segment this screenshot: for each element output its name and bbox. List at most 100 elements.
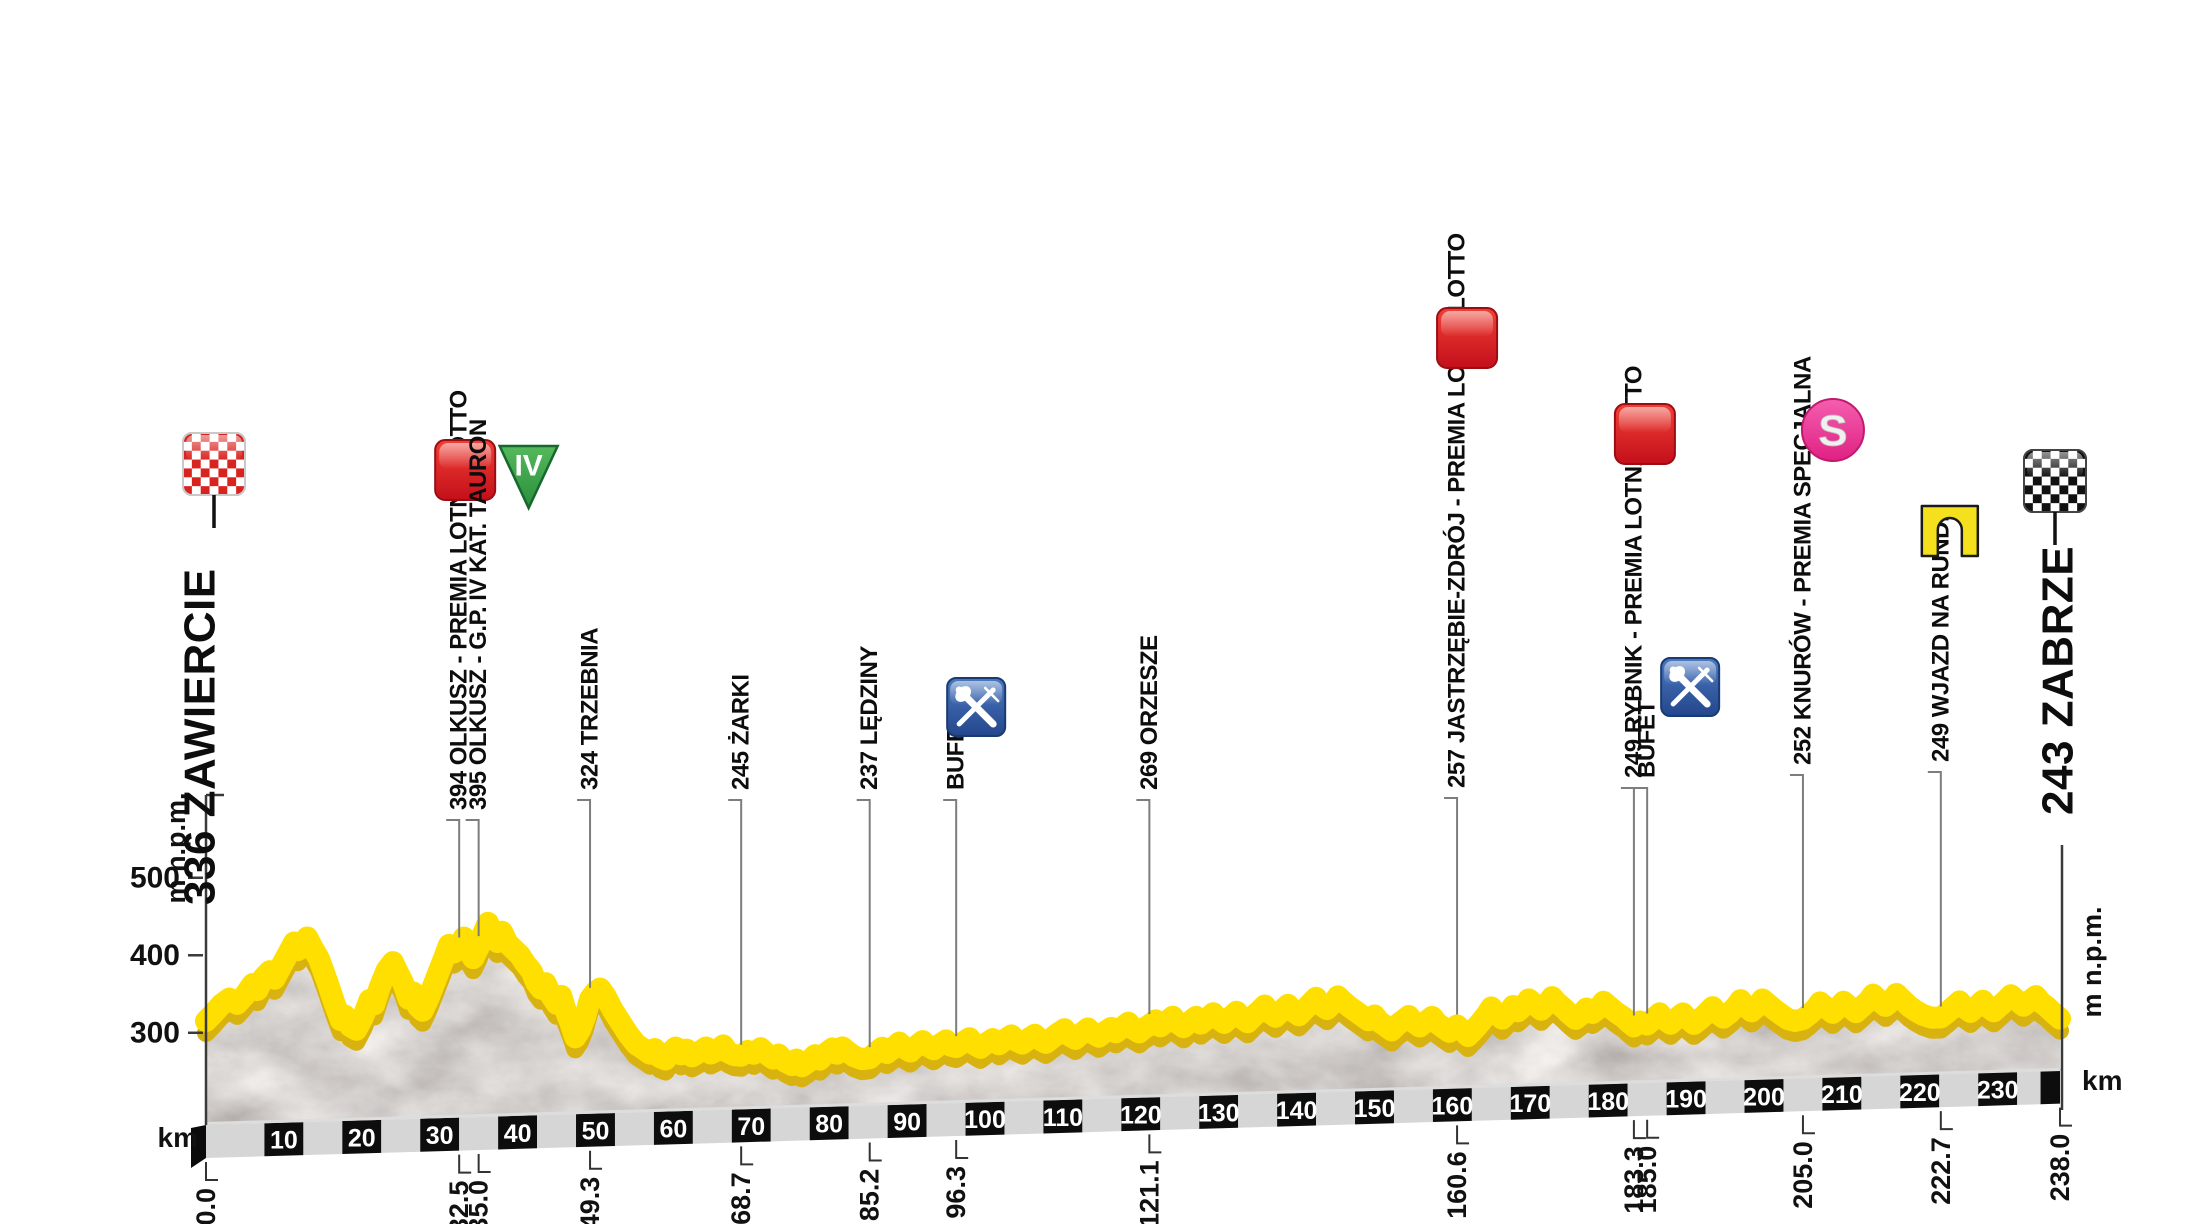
waypoint-label: 269 ORZESZE	[1136, 635, 1163, 790]
bottom-distance-marker: 32.5	[444, 1154, 474, 1224]
y-axis-unit-right: m n.p.m.	[2077, 906, 2107, 1017]
ruler-segment	[887, 1103, 927, 1139]
waypoint-label: BUFET	[1634, 700, 1661, 778]
waypoint-tick-line	[1444, 797, 1459, 1015]
bottom-distance-marker: 160.6	[1442, 1125, 1472, 1219]
ruler-segment	[1549, 1084, 1589, 1119]
ruler-segment	[848, 1105, 888, 1140]
bottom-distance-label: 238.0	[2045, 1134, 2075, 1202]
ruler-top-edge	[204, 1068, 2062, 1125]
bottom-distance-label: 85.2	[855, 1169, 885, 1222]
ruler-km-tick: 150	[1354, 1095, 1396, 1123]
x-axis-unit-right: km	[2082, 1065, 2122, 1096]
bottom-distance-marker: 0.0	[191, 1162, 221, 1224]
waypoint: 269 ORZESZE	[1136, 635, 1163, 1015]
sprint-premium-icon	[1613, 403, 1676, 465]
ruler-segment	[381, 1118, 421, 1153]
waypoint-tick-line	[465, 819, 480, 937]
ruler-segment	[303, 1121, 343, 1156]
bottom-distance-marker: 85.2	[855, 1142, 885, 1222]
kom-category-text: IV	[514, 450, 542, 483]
waypoint-tick-line	[577, 799, 592, 988]
bottom-distance-marker: 49.3	[575, 1150, 605, 1224]
ruler-segment	[1432, 1087, 1472, 1123]
ruler-km-tick: 110	[1043, 1104, 1083, 1132]
y-axis-tick-label: 400	[130, 939, 180, 972]
waypoint-tick-line	[1927, 771, 1942, 1007]
bottom-distance-label: 0.0	[191, 1188, 221, 1224]
bottom-distance-label: 183.3	[1619, 1146, 1649, 1214]
waypoint: BUFET	[1634, 700, 1661, 1014]
ruler-segment	[1510, 1085, 1550, 1120]
bottom-distance-label: 160.6	[1442, 1151, 1472, 1219]
bottom-distance-label: 35.0	[464, 1180, 494, 1224]
km-ruler: 10 20 30 40 50 60 70 80 90 100 110 120 130 140 150 160 1…	[191, 1068, 2062, 1168]
ruler-segment	[1277, 1092, 1317, 1127]
right-axis: m n.p.m. km	[2060, 845, 2122, 1110]
ruler-segment	[1160, 1095, 1200, 1131]
bottom-distance-label: 121.1	[1134, 1160, 1164, 1224]
x-axis-unit-left: km	[158, 1122, 198, 1153]
bottom-distance-marker: 35.0	[464, 1154, 494, 1224]
ruler-km-tick: 140	[1276, 1097, 1318, 1125]
ruler-segment	[1822, 1076, 1862, 1111]
ruler-end-cap	[191, 1125, 206, 1168]
ruler-km-tick: 70	[737, 1113, 765, 1141]
ruler-segment	[1744, 1078, 1784, 1113]
special-premium-icon: S	[1800, 398, 1865, 462]
bottom-distance-label: 32.5	[444, 1181, 474, 1224]
ruler-segment	[1705, 1079, 1745, 1115]
bottom-distance-marker: 96.3	[941, 1140, 971, 1219]
ruler-km-tick: 100	[964, 1106, 1006, 1134]
ruler-km-tick: 10	[270, 1127, 298, 1155]
start-city-label: 336 ZAWIERCIE	[176, 568, 225, 905]
ruler-segment	[1471, 1086, 1511, 1121]
bottom-distance-marker: 185.0	[1632, 1119, 1662, 1213]
ruler-km-tick: 200	[1743, 1083, 1785, 1111]
waypoint: BUFET	[943, 712, 970, 1037]
ruler-segment	[1316, 1091, 1356, 1126]
ruler-segment	[1004, 1100, 1044, 1135]
waypoint-tick-line	[856, 799, 871, 1048]
ruler-segment	[342, 1119, 382, 1155]
ruler-segment	[1900, 1074, 1940, 1109]
ruler-km-tick: 180	[1587, 1088, 1629, 1116]
ruler-segment	[1627, 1082, 1667, 1117]
buffet-icon	[1660, 657, 1721, 717]
bottom-distance-marker: 222.7	[1926, 1111, 1956, 1205]
ruler-km-tick: 60	[659, 1115, 687, 1143]
waypoint-tick-line	[943, 799, 958, 1037]
bottom-distance-label: 222.7	[1926, 1137, 1956, 1205]
ruler-segment	[692, 1109, 732, 1144]
ruler-km-tick: 30	[426, 1122, 454, 1150]
ruler-segment	[2017, 1071, 2041, 1105]
ruler-segment	[614, 1111, 654, 1147]
ruler-segment	[1238, 1093, 1278, 1128]
ruler-segment	[653, 1110, 693, 1145]
ruler-segment	[926, 1102, 966, 1137]
ruler-km-tick: 20	[348, 1124, 376, 1152]
waypoint-label: 324 TRZEBNIA	[577, 628, 604, 790]
lap-entry-icon	[1920, 504, 1980, 558]
bottom-distance-label: 96.3	[941, 1166, 971, 1219]
bottom-distance-marker: 68.7	[726, 1146, 756, 1224]
ruler-km-tick: 170	[1509, 1090, 1551, 1118]
ruler-km-tick: 90	[893, 1108, 921, 1136]
y-axis-tick-label: 500	[130, 861, 180, 894]
ruler-km-tick: 220	[1899, 1079, 1941, 1107]
ruler-segment	[537, 1114, 577, 1149]
waypoint-tick-line	[1136, 799, 1151, 1015]
ruler-segment	[1082, 1098, 1122, 1133]
ruler-km-tick: 190	[1665, 1086, 1707, 1114]
ruler-segment	[498, 1115, 538, 1150]
waypoint: 245 ŻARKI	[728, 674, 755, 1045]
ruler-km-tick: 50	[582, 1118, 610, 1146]
finish-city-label: 243 ZABRZE	[2034, 546, 2083, 815]
ruler-segment	[459, 1116, 499, 1151]
kom-category-iv-icon: IV	[497, 444, 560, 511]
waypoint-tick-line	[1634, 787, 1649, 1014]
ruler-km-tick: 210	[1821, 1081, 1863, 1109]
ruler-km-tick: 230	[1977, 1077, 2019, 1105]
